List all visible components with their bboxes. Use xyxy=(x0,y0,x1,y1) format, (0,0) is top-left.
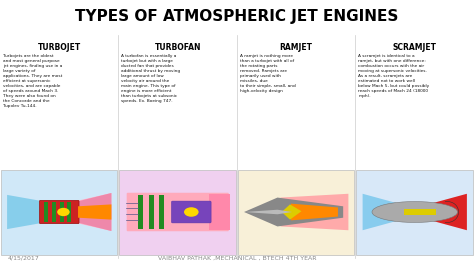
Text: 4/15/2017: 4/15/2017 xyxy=(8,256,40,261)
Polygon shape xyxy=(417,194,467,230)
Polygon shape xyxy=(291,204,338,220)
Text: A ramjet is nothing more
than a turbojet with all of
the rotating parts
removed.: A ramjet is nothing more than a turbojet… xyxy=(240,54,296,93)
FancyBboxPatch shape xyxy=(238,170,355,255)
Polygon shape xyxy=(281,194,348,230)
FancyBboxPatch shape xyxy=(172,201,211,223)
Text: SCRAMJET: SCRAMJET xyxy=(393,43,437,52)
Polygon shape xyxy=(7,201,40,223)
FancyBboxPatch shape xyxy=(159,194,164,230)
FancyBboxPatch shape xyxy=(356,170,473,255)
FancyBboxPatch shape xyxy=(127,193,229,231)
Ellipse shape xyxy=(184,207,199,217)
FancyBboxPatch shape xyxy=(404,209,436,215)
Polygon shape xyxy=(244,212,343,226)
Ellipse shape xyxy=(372,202,457,222)
Text: RAMJET: RAMJET xyxy=(280,43,313,52)
FancyBboxPatch shape xyxy=(60,202,64,222)
Text: TURBOJET: TURBOJET xyxy=(37,43,81,52)
Polygon shape xyxy=(7,195,44,229)
Text: Turbojets are the oldest
and most general purpose
jet engines, finding use in a
: Turbojets are the oldest and most genera… xyxy=(3,54,63,109)
FancyBboxPatch shape xyxy=(148,194,154,230)
FancyBboxPatch shape xyxy=(1,170,118,255)
Polygon shape xyxy=(363,194,413,230)
FancyBboxPatch shape xyxy=(0,0,474,32)
Polygon shape xyxy=(78,204,111,220)
FancyBboxPatch shape xyxy=(119,170,236,255)
Polygon shape xyxy=(244,198,343,212)
FancyBboxPatch shape xyxy=(39,200,79,224)
Text: TURBOFAN: TURBOFAN xyxy=(155,43,201,52)
Polygon shape xyxy=(282,204,301,220)
Text: TYPES OF ATMOSPHERIC JET ENGINES: TYPES OF ATMOSPHERIC JET ENGINES xyxy=(75,9,399,23)
Polygon shape xyxy=(75,193,111,231)
FancyBboxPatch shape xyxy=(52,202,56,222)
FancyBboxPatch shape xyxy=(138,194,143,230)
Text: A turbofan is essentially a
turbojet but with a large
ducted fan that provides
a: A turbofan is essentially a turbojet but… xyxy=(121,54,181,103)
Ellipse shape xyxy=(57,208,70,216)
Text: A scramjet is identical to a
ramjet, but with one difference:
combustion occurs : A scramjet is identical to a ramjet, but… xyxy=(358,54,429,98)
Polygon shape xyxy=(78,193,111,231)
Text: VAIBHAV PATHAK ,MECHANICAL , BTECH 4TH YEAR: VAIBHAV PATHAK ,MECHANICAL , BTECH 4TH Y… xyxy=(158,256,316,261)
FancyBboxPatch shape xyxy=(44,202,48,222)
FancyBboxPatch shape xyxy=(66,202,71,222)
Polygon shape xyxy=(209,194,230,230)
Polygon shape xyxy=(244,210,292,214)
